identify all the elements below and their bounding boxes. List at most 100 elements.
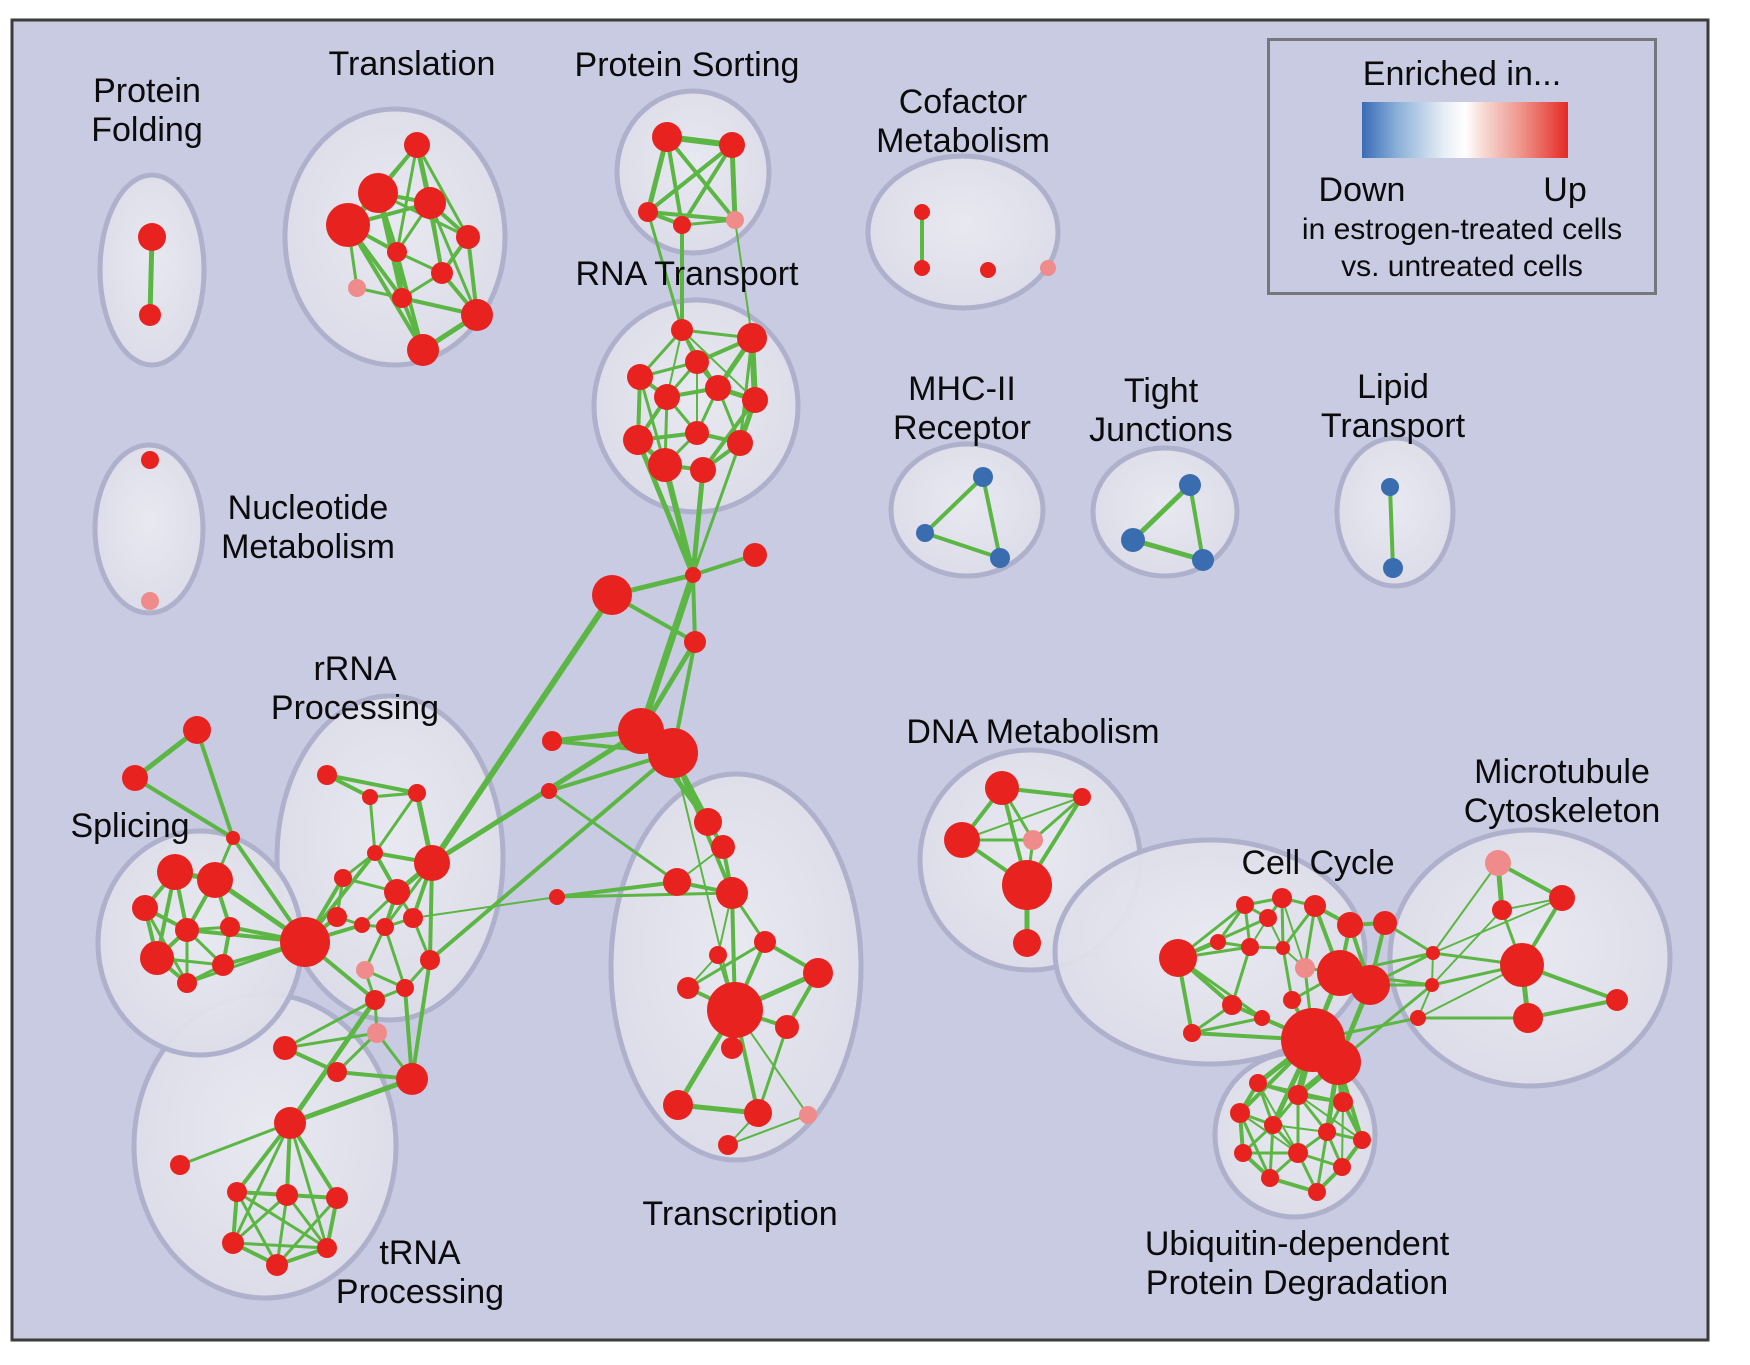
gene-set-node-TN3	[326, 1187, 348, 1209]
edge-U2-U7	[1297, 1094, 1363, 1141]
gene-set-node-PS3	[638, 202, 658, 222]
gene-set-node-R4	[627, 364, 653, 390]
gene-set-node-TR1	[183, 716, 211, 744]
gene-set-node-RR2	[362, 789, 378, 805]
legend-gradient-bar	[1362, 102, 1568, 158]
edge-CJ1-MC2	[1432, 897, 1563, 954]
gene-set-node-R11	[648, 448, 682, 482]
legend-caption-line1: in estrogen-treated cells	[1301, 213, 1623, 246]
gene-set-node-T8	[348, 279, 366, 297]
edge-RR13-RR16	[283, 998, 377, 1050]
gene-set-node-CC6	[1210, 934, 1226, 950]
gene-set-node-X13	[744, 1099, 772, 1127]
gene-set-node-PS1	[652, 122, 682, 152]
gene-set-node-TN5	[317, 1238, 337, 1258]
cluster-label-protein-sorting-line1: Protein Sorting	[575, 46, 800, 84]
cluster-label-microtubule-cytoskeleton-line2: Cytoskeleton	[1464, 792, 1661, 830]
gene-set-node-N2	[141, 592, 159, 610]
cluster-label-mhc-ii-receptor-line2: Receptor	[893, 409, 1031, 447]
gene-set-node-R12	[690, 457, 716, 483]
gene-set-node-X9	[707, 982, 763, 1038]
gene-set-node-T2	[358, 173, 398, 213]
cluster-ellipse-protein-sorting	[614, 88, 772, 256]
edge-TN1-TN6	[235, 1190, 279, 1267]
legend-box: Enriched in... Down Up in estrogen-treat…	[1267, 38, 1657, 295]
gene-set-node-CC14	[1259, 909, 1277, 927]
gene-set-node-RR11	[403, 908, 423, 928]
gene-set-node-TN4	[222, 1232, 244, 1254]
gene-set-node-M1	[973, 467, 993, 487]
gene-set-node-X10	[775, 1015, 799, 1039]
edge-U3-U10	[1341, 1101, 1344, 1168]
edge-U6-U12	[1315, 1130, 1329, 1194]
gene-set-node-U4	[1230, 1103, 1250, 1123]
gene-set-node-CC4	[1337, 912, 1363, 938]
gene-set-node-X7	[803, 958, 833, 988]
edge-TN4-TN5	[231, 1241, 329, 1250]
edge-RR3-RR4	[373, 791, 419, 855]
edge-X3-XJ	[555, 880, 679, 899]
gene-set-node-X6	[709, 946, 727, 964]
gene-set-node-CC1	[1236, 896, 1254, 914]
cluster-label-ubiquitin-degradation-line2: Protein Degradation	[1146, 1264, 1448, 1302]
edge-TN3-TN6	[275, 1196, 339, 1267]
gene-set-node-PF1	[138, 223, 166, 251]
edge-RR11-XJ	[412, 896, 558, 919]
gene-set-node-RR14	[396, 979, 414, 997]
edge-RR18-TNHUB	[287, 1076, 415, 1126]
gene-set-node-HUB2	[648, 728, 698, 778]
gene-set-node-R5	[705, 375, 731, 401]
cluster-label-lipid-transport-line2: Transport	[1321, 407, 1466, 445]
gene-set-node-MC2	[1549, 885, 1575, 911]
edge-TR1-TRJ	[195, 728, 235, 840]
gene-set-node-X8	[677, 977, 699, 999]
edge-X4-XJ	[555, 891, 734, 899]
edge-J1-J4	[691, 573, 697, 644]
gene-set-node-RR19	[367, 1023, 387, 1043]
gene-set-node-TJ2	[1121, 528, 1145, 552]
cluster-label-microtubule-cytoskeleton-line1: Microtubule	[1474, 753, 1650, 791]
gene-set-node-TJ1	[1179, 474, 1201, 496]
edge-PS2-PS3	[646, 143, 734, 214]
gene-set-node-RR13	[365, 990, 385, 1010]
gene-set-node-R1	[671, 319, 693, 341]
cluster-label-cell-cycle-line1: Cell Cycle	[1241, 844, 1394, 882]
gene-set-node-T7	[431, 262, 453, 284]
gene-set-node-CJ1	[1426, 946, 1440, 960]
edge-TNHUB-TN4	[231, 1121, 292, 1245]
gene-set-node-RR4	[367, 845, 383, 861]
edge-M2-M3	[923, 531, 1002, 560]
cluster-label-rna-transport-line1: RNA Transport	[576, 255, 800, 293]
edge-RR1-RR3	[325, 773, 419, 795]
gene-set-node-TN6	[266, 1254, 288, 1276]
legend-down-label: Down	[1318, 171, 1406, 209]
gene-set-node-J3	[592, 575, 632, 615]
cluster-label-trna-processing-line1: tRNA	[379, 1234, 461, 1272]
gene-set-node-X11	[721, 1037, 743, 1059]
gene-set-node-X15	[718, 1135, 738, 1155]
gene-set-node-RR5	[414, 845, 450, 881]
gene-set-node-U12	[1308, 1183, 1326, 1201]
edge-U5-U6	[1272, 1124, 1328, 1133]
edge-L1-L2	[1388, 485, 1395, 570]
edge-D2-D4	[1031, 795, 1084, 842]
edge-PS3-PS5	[646, 210, 737, 222]
edge-TNHUB-TNISO	[178, 1121, 292, 1167]
edge-R10-J1	[691, 441, 742, 577]
gene-set-node-U3	[1333, 1092, 1353, 1112]
gene-set-node-RR16	[273, 1036, 297, 1060]
edge-TNHUB-TN5	[288, 1121, 329, 1250]
cluster-label-cofactor-metabolism-line2: Metabolism	[876, 122, 1050, 160]
edge-RR2-RR4	[368, 795, 377, 855]
gene-set-node-X2	[711, 835, 735, 859]
cluster-label-nucleotide-metabolism-line1: Nucleotide	[228, 489, 389, 527]
legend-title: Enriched in...	[1362, 55, 1562, 93]
cluster-label-rrna-processing-line2: Processing	[271, 689, 439, 727]
edge-W2-X3	[547, 789, 679, 884]
gene-set-node-T3	[414, 187, 446, 219]
cluster-label-tight-junctions-line2: Junctions	[1089, 411, 1233, 449]
gene-set-node-CC5	[1373, 911, 1397, 935]
edge-PS1-PS5	[665, 135, 737, 222]
edge-HUB1-RR5	[429, 728, 644, 866]
gene-set-node-C1	[914, 204, 930, 220]
